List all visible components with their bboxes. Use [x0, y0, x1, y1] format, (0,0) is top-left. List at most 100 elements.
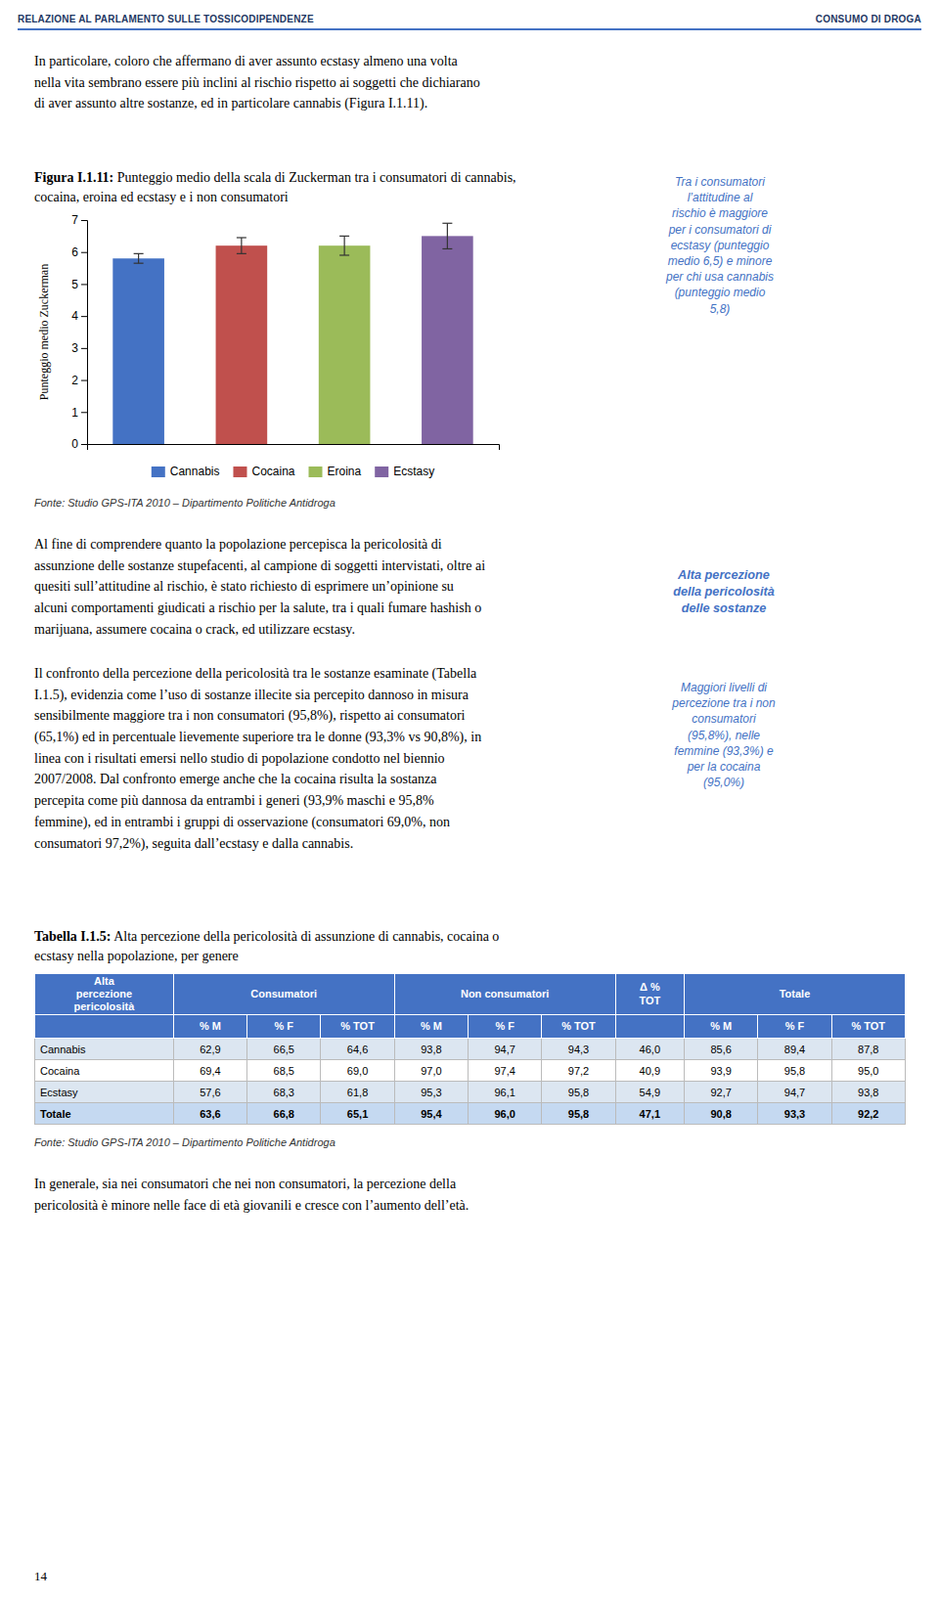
table-subheader: % TOT: [831, 1015, 905, 1039]
legend-item: Eroina: [309, 464, 362, 479]
y-tick: 2: [71, 373, 88, 388]
error-bar-stem: [240, 237, 242, 254]
y-tick-label: 0: [71, 437, 79, 451]
table-cell: 40,9: [615, 1060, 684, 1082]
table-cell: 63,6: [173, 1103, 247, 1125]
table-cell: 96,0: [468, 1103, 542, 1125]
table-group-header: Δ % TOT: [615, 974, 684, 1016]
y-tick: 3: [71, 341, 88, 356]
table-cell: 93,9: [684, 1060, 759, 1082]
table-cell: 68,5: [247, 1060, 321, 1082]
x-axis-line: [88, 445, 500, 451]
error-bar-cap: [442, 223, 452, 224]
x-axis: [88, 445, 500, 451]
table-group-header: Totale: [684, 974, 906, 1016]
table-cell: 94,3: [541, 1038, 616, 1061]
table-cell: 57,6: [173, 1081, 247, 1104]
error-bar: [134, 253, 144, 264]
y-tick-mark: [81, 380, 88, 382]
table-cell: 69,0: [320, 1060, 395, 1082]
table-cell: 97,4: [468, 1060, 542, 1082]
table-cell: 95,0: [831, 1060, 905, 1082]
table-row: Cannabis62,966,564,693,894,794,346,085,6…: [35, 1038, 906, 1061]
legend-label: Cannabis: [170, 464, 221, 479]
sidebar-text-1: Tra i consumatori l’attitudine al rischi…: [592, 174, 848, 317]
header-rule: [17, 28, 922, 31]
legend-item: Cannabis: [151, 464, 221, 479]
table-cell: 95,8: [541, 1103, 616, 1125]
bar: [112, 258, 165, 445]
header-left: RELAZIONE AL PARLAMENTO SULLE TOSSICODIP…: [17, 13, 314, 25]
error-bar-cap: [236, 236, 247, 238]
table-subheader: % F: [247, 1015, 321, 1039]
plot: 01234567: [71, 213, 499, 451]
table-title-bold: Tabella I.1.5:: [34, 929, 111, 944]
table-cell: 92,2: [831, 1103, 905, 1125]
bar: [216, 245, 269, 445]
table-cell: 97,0: [394, 1060, 468, 1082]
source-note-1: Fonte: Studio GPS-ITA 2010 – Dipartiment…: [34, 496, 336, 509]
body-text-2: Al fine di comprendere quanto la popolaz…: [34, 534, 486, 640]
y-tick-mark: [81, 283, 88, 285]
table-cell: 85,6: [684, 1038, 759, 1061]
y-tick-mark: [81, 220, 88, 222]
legend-label: Eroina: [327, 464, 362, 479]
error-bar: [339, 235, 350, 256]
table-cell: 46,0: [615, 1038, 684, 1061]
table-cell: 95,8: [541, 1081, 616, 1104]
error-bar-stem: [344, 235, 346, 256]
table-row: Cocaina69,468,569,097,097,497,240,993,99…: [35, 1060, 906, 1082]
error-bar-cap: [134, 263, 144, 265]
table-subheader: % M: [173, 1015, 247, 1039]
table-cell: 90,8: [684, 1103, 759, 1125]
table-cell: 96,1: [468, 1081, 542, 1104]
legend-swatch: [232, 466, 247, 478]
page-body: { "header_left": "RELAZIONE AL PARLAMENT…: [0, 0, 939, 1600]
y-tick: 0: [71, 437, 88, 451]
y-tick-mark: [81, 444, 88, 446]
y-axis-title: Punteggio medio Zuckerman: [37, 264, 51, 401]
legend-swatch: [151, 466, 166, 478]
legend-swatch: [309, 466, 323, 478]
sidebar-text-3: Maggiori livelli di percezione tra i non…: [596, 679, 851, 791]
table-subheader: [615, 1015, 684, 1039]
table-row: Ecstasy57,668,361,895,396,195,854,992,79…: [35, 1081, 906, 1104]
error-bar-stem: [447, 223, 448, 249]
legend-label: Cocaina: [251, 464, 295, 479]
y-tick: 4: [71, 309, 88, 323]
table-cell: 95,8: [758, 1060, 832, 1082]
y-tick: 5: [71, 277, 88, 292]
error-bar-cap: [339, 235, 350, 237]
figure-title: Figura I.1.11: Punteggio medio della sca…: [34, 168, 517, 207]
error-bar-stem: [137, 253, 139, 264]
y-axis: 01234567: [71, 213, 88, 451]
figure-title-bold: Figura I.1.11:: [34, 170, 114, 185]
table-cell: 66,5: [247, 1038, 321, 1061]
error-bar: [236, 237, 247, 254]
table-cell: Cannabis: [35, 1038, 175, 1061]
table-subheader: % TOT: [541, 1015, 616, 1039]
page: RELAZIONE AL PARLAMENTO SULLE TOSSICODIP…: [0, 0, 939, 1600]
legend: CannabisCocainaEroinaEcstasy: [151, 464, 435, 479]
bar: [421, 235, 474, 445]
legend-swatch: [374, 466, 389, 478]
table-cell: Totale: [35, 1103, 175, 1125]
table-cell: 93,3: [758, 1103, 832, 1125]
y-tick-label: 1: [71, 405, 79, 420]
table-cell: 95,4: [394, 1103, 468, 1125]
table-cell: 62,9: [173, 1038, 247, 1061]
page-number: 14: [34, 1568, 47, 1585]
table-total-row: Totale63,666,865,195,496,095,847,190,893…: [35, 1103, 906, 1125]
table-cell: 95,3: [394, 1081, 468, 1104]
table-cell: 94,7: [468, 1038, 542, 1061]
y-tick-label: 7: [71, 213, 79, 227]
table-group-header: Consumatori: [173, 974, 395, 1016]
error-bar-cap: [442, 248, 452, 250]
bar-chart: 01234567Punteggio medio ZuckermanCannabi…: [34, 210, 509, 490]
table-subheader: % F: [758, 1015, 832, 1039]
error-bar-cap: [339, 254, 350, 256]
table-subheader: % TOT: [320, 1015, 395, 1039]
table-cell: 64,6: [320, 1038, 395, 1061]
header-right: CONSUMO DI DROGA: [815, 13, 922, 25]
table-group-header: Non consumatori: [394, 974, 616, 1016]
